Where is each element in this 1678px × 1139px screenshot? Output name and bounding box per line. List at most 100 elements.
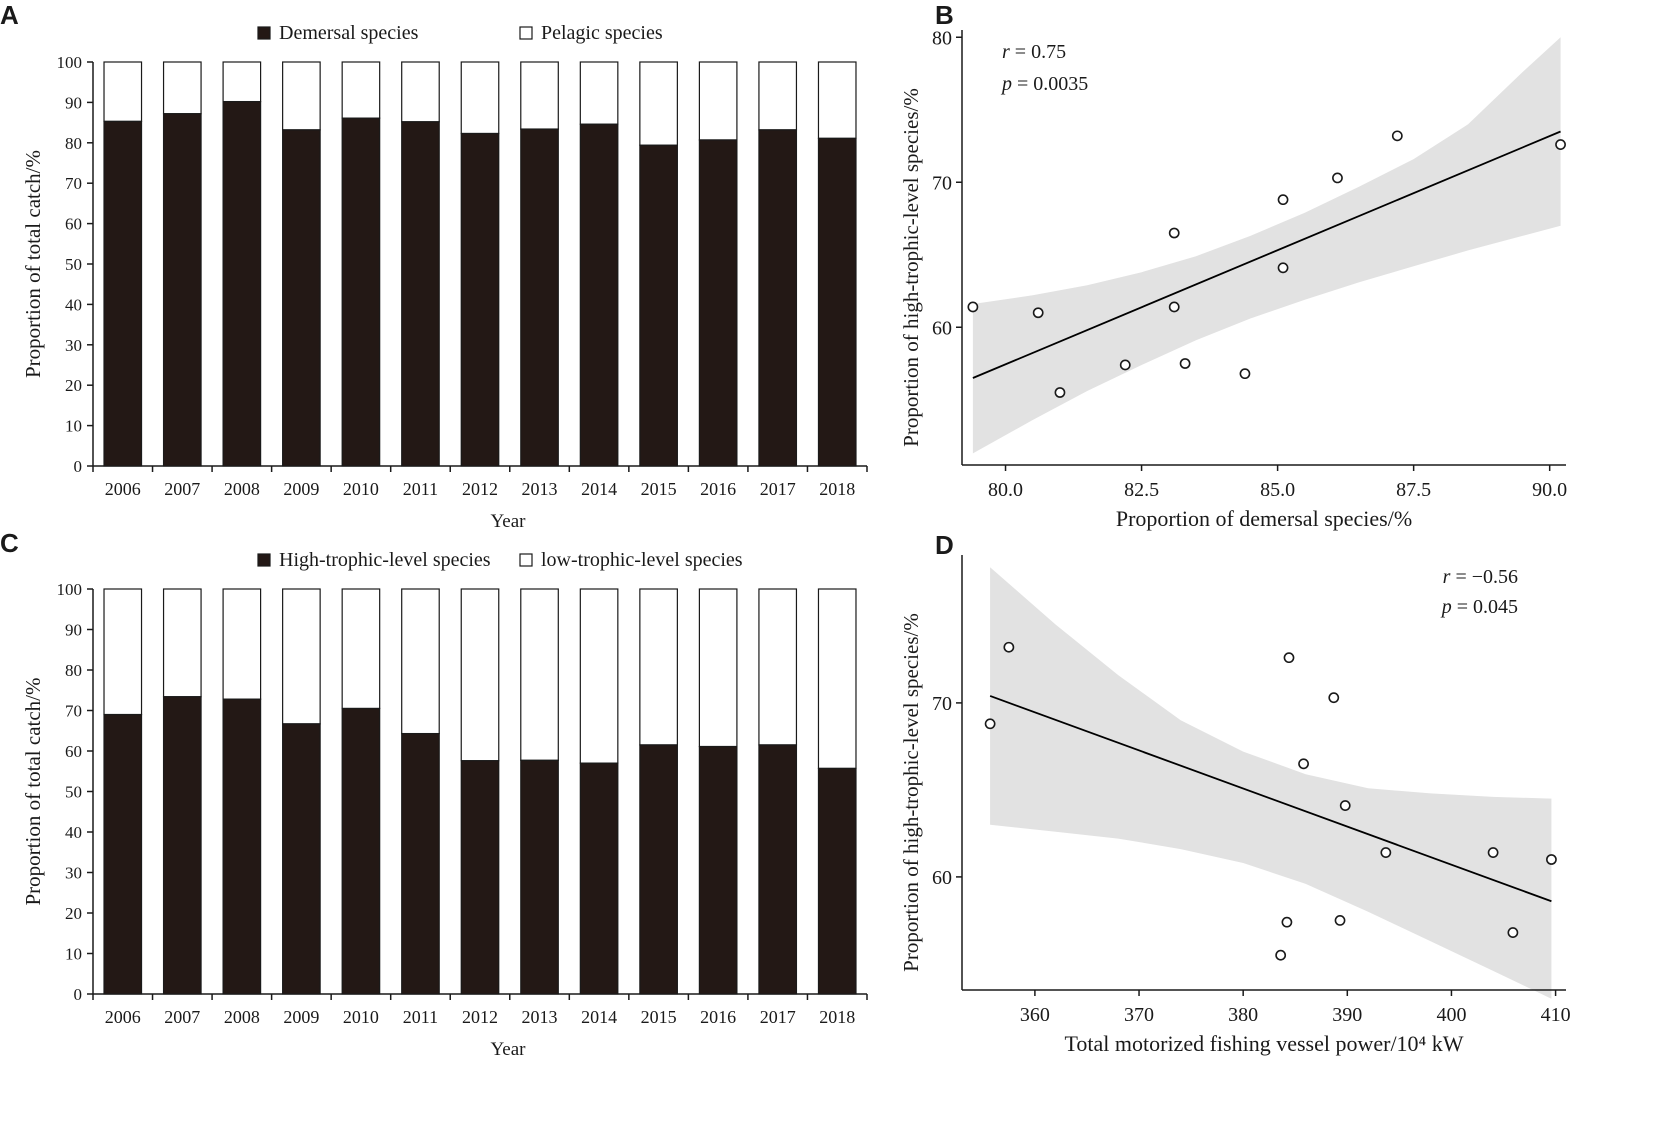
- stat-p-symbol: p: [1440, 596, 1457, 618]
- x-tick-label-d: 360: [1020, 1004, 1050, 1026]
- data-point-d: [1339, 800, 1351, 811]
- y-tick-label-d: 70: [932, 693, 952, 715]
- bar-a-upper-2014: [579, 61, 619, 125]
- bar-a-upper-2018: [817, 61, 857, 139]
- bar-c-upper-2012: [460, 588, 500, 762]
- y-axis-label-c: Proportion of total catch/%: [21, 677, 45, 905]
- data-point-b: [1391, 130, 1403, 142]
- bar-c-lower-2015: [639, 744, 678, 995]
- y-tick-label-c: 70: [65, 702, 82, 721]
- y-axis-label-a: Proportion of total catch/%: [21, 150, 45, 378]
- data-point-d: [984, 718, 996, 730]
- bar-a-upper-2009: [282, 61, 321, 131]
- bar-a-upper-2006: [103, 61, 143, 122]
- bar-c-upper-2007: [162, 588, 202, 698]
- x-tick-label-a: 2011: [403, 479, 438, 499]
- bar-a-lower-2012: [460, 132, 500, 467]
- x-tick-label-c: 2011: [403, 1007, 438, 1027]
- bar-c-lower-2006: [103, 713, 143, 995]
- y-tick-label-a: 60: [65, 215, 82, 234]
- confidence-band-d: [990, 567, 1552, 999]
- stat-r-symbol: r: [1443, 566, 1456, 588]
- data-point-d: [1283, 652, 1295, 664]
- bar-c-lower-2010: [341, 707, 381, 995]
- data-point-d: [1380, 847, 1392, 858]
- bar-a-upper-2007: [162, 61, 202, 115]
- bar-a-lower-2013: [520, 128, 559, 467]
- stat-r-symbol: r: [1002, 41, 1015, 63]
- panel-letter-b: B: [935, 0, 954, 30]
- bar-c-lower-2009: [282, 723, 321, 995]
- panel-b: B 60 70 80 80.0 82.5 85.0 87.5 90.0 Proportion of…: [899, 0, 1567, 531]
- bar-c-lower-2011: [401, 732, 440, 995]
- data-point-d: [1328, 692, 1340, 704]
- data-point-b: [1168, 227, 1180, 239]
- bar-a-upper-2016: [698, 61, 738, 141]
- x-tick-label-b: 80.0: [988, 479, 1023, 501]
- x-tick-label-c: 2017: [760, 1007, 796, 1027]
- data-point-d: [1003, 641, 1015, 653]
- x-tick-label-d: 390: [1332, 1004, 1362, 1026]
- y-tick-label-c: 90: [65, 621, 82, 640]
- x-tick-label-c: 2010: [343, 1007, 379, 1027]
- y-tick-label-a: 30: [65, 336, 82, 355]
- x-tick-label-b: 87.5: [1396, 479, 1431, 501]
- legend-swatch-c-1: [519, 553, 533, 567]
- data-point-b: [1277, 262, 1289, 274]
- x-tick-label-c: 2018: [819, 1007, 855, 1027]
- data-point-d: [1275, 949, 1287, 961]
- data-point-d: [1298, 758, 1309, 770]
- bar-c-lower-2016: [698, 745, 738, 995]
- bar-a-lower-2007: [162, 113, 202, 467]
- x-tick-label-a: 2018: [819, 479, 855, 499]
- y-tick-label-b: 80: [932, 27, 952, 49]
- x-tick-label-c: 2014: [581, 1007, 617, 1027]
- bar-c-upper-2016: [698, 588, 738, 748]
- x-tick-label-c: 2007: [164, 1007, 200, 1027]
- fit-line-d: [989, 695, 1552, 903]
- bar-a-lower-2017: [758, 129, 798, 467]
- legend-label-c-1: low-trophic-level species: [541, 549, 743, 571]
- y-tick-label-c: 100: [57, 580, 83, 599]
- stat-p-value: = 0.045: [1457, 596, 1518, 618]
- y-tick-label-a: 20: [65, 376, 82, 395]
- data-point-b: [1332, 172, 1343, 184]
- panel-d: D 60 70 360 370 380 390 400 410 Total motorized f…: [899, 530, 1571, 1056]
- bar-a-upper-2010: [341, 61, 381, 119]
- x-tick-label-b: 85.0: [1260, 479, 1295, 501]
- data-point-b: [1054, 387, 1066, 398]
- data-point-b: [1179, 358, 1191, 369]
- bar-a-lower-2011: [401, 121, 440, 467]
- data-point-b: [1032, 307, 1044, 319]
- x-axis-label-c: Year: [490, 1039, 526, 1060]
- stat-p-b: p = 0.0035: [1000, 73, 1088, 95]
- y-tick-label-a: 80: [65, 134, 82, 153]
- y-tick-label-a: 90: [65, 93, 82, 112]
- bar-c-lower-2008: [222, 698, 262, 995]
- y-tick-label-c: 10: [65, 945, 82, 964]
- data-point-b: [1168, 301, 1180, 313]
- y-axis-label-b: Proportion of high-trophic-level species…: [899, 88, 923, 447]
- y-tick-label-b: 70: [932, 172, 952, 194]
- y-axis-label-d: Proportion of high-trophic-level species…: [899, 613, 923, 972]
- x-tick-label-a: 2010: [343, 479, 379, 499]
- x-tick-label-d: 410: [1541, 1004, 1571, 1026]
- y-tick-label-a: 10: [65, 417, 82, 436]
- data-point-d: [1507, 927, 1519, 938]
- stat-p-d: p = 0.045: [1440, 596, 1518, 618]
- bar-c-upper-2013: [520, 588, 559, 761]
- x-tick-label-d: 400: [1436, 1004, 1466, 1026]
- x-tick-label-b: 90.0: [1532, 479, 1567, 501]
- data-point-d: [1281, 916, 1293, 928]
- x-tick-label-a: 2012: [462, 479, 498, 499]
- y-tick-label-a: 70: [65, 174, 82, 193]
- bar-c-lower-2012: [460, 760, 500, 995]
- data-point-d: [1487, 847, 1499, 858]
- x-tick-label-c: 2015: [641, 1007, 677, 1027]
- bar-a-upper-2008: [222, 61, 262, 103]
- data-point-d: [1546, 854, 1557, 865]
- bar-a-lower-2015: [639, 144, 678, 467]
- bar-a-lower-2018: [817, 137, 857, 467]
- legend-label-a-0: Demersal species: [279, 22, 419, 44]
